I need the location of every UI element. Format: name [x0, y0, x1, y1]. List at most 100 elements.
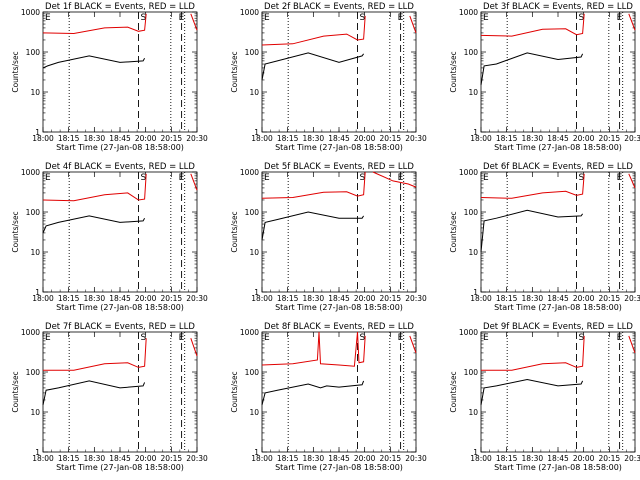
events-series-line [480, 209, 584, 253]
x-tick-label: 18:15 [496, 294, 518, 303]
x-axis-label: Start Time (27-Jan-08 18:58:00) [275, 463, 403, 472]
x-tick-label: 18:15 [58, 134, 80, 143]
y-tick-label: 1 [254, 448, 259, 457]
lld-series-line [409, 335, 417, 354]
saa-end-marker: E [617, 173, 623, 183]
plot-frame [480, 171, 636, 293]
saa-start-marker: S [359, 333, 365, 343]
x-tick-label: 18:15 [277, 134, 299, 143]
x-tick-label: 20:30 [186, 134, 208, 143]
lld-series-line [628, 335, 636, 354]
lld-series-line [190, 338, 198, 357]
x-tick-label: 18:45 [109, 454, 131, 463]
x-tick-label: 20:00 [573, 134, 595, 143]
x-axis-label: Start Time (27-Jan-08 18:58:00) [56, 143, 184, 152]
x-tick-label: 18:30 [522, 454, 544, 463]
events-series-line [42, 380, 146, 406]
plot-frame [42, 11, 198, 133]
x-tick-label: 18:45 [547, 294, 569, 303]
y-tick-label: 10 [249, 88, 259, 97]
x-tick-label: 18:00 [32, 454, 54, 463]
y-axis-label: Counts/sec [11, 371, 20, 412]
chart-panel-8: Det 8f BLACK = Events, RED = LLD 1 10 100 10… [230, 322, 427, 472]
saa-end-marker: E [45, 173, 51, 183]
y-tick-label: 10 [468, 88, 478, 97]
x-axis-label: Start Time (27-Jan-08 18:58:00) [494, 463, 622, 472]
y-axis-label: Counts/sec [11, 211, 20, 252]
x-tick-label: 20:30 [405, 294, 427, 303]
chart-title: Det 2f BLACK = Events, RED = LLD [264, 2, 414, 12]
x-tick-label: 20:30 [405, 134, 427, 143]
y-axis-label: Counts/sec [230, 211, 239, 252]
lld-series-line [261, 331, 366, 367]
y-tick-label: 10 [30, 88, 40, 97]
y-tick-label: 1000 [240, 8, 259, 17]
events-series-line [261, 52, 365, 81]
x-tick-label: 20:30 [405, 454, 427, 463]
y-tick-label: 1 [35, 128, 40, 137]
x-tick-label: 20:30 [186, 294, 208, 303]
x-tick-label: 18:15 [277, 454, 299, 463]
chart-title: Det 3f BLACK = Events, RED = LLD [483, 2, 633, 12]
x-axis-label: Start Time (27-Jan-08 18:58:00) [275, 303, 403, 312]
x-tick-label: 20:15 [161, 294, 183, 303]
x-tick-label: 20:00 [354, 294, 376, 303]
saa-end-marker: E [617, 13, 623, 23]
x-tick-label: 18:15 [496, 134, 518, 143]
y-tick-label: 1 [473, 448, 478, 457]
x-tick-label: 20:00 [354, 454, 376, 463]
y-axis-label: Counts/sec [449, 371, 458, 412]
x-axis-label: Start Time (27-Jan-08 18:58:00) [275, 143, 403, 152]
y-tick-label: 100 [245, 208, 260, 217]
y-tick-label: 1000 [459, 168, 478, 177]
x-tick-label: 20:15 [380, 294, 402, 303]
saa-start-marker: S [359, 173, 365, 183]
x-tick-label: 18:45 [328, 454, 350, 463]
x-tick-label: 18:30 [84, 294, 106, 303]
y-tick-label: 100 [464, 208, 479, 217]
y-axis-label: Counts/sec [11, 51, 20, 92]
x-tick-label: 18:00 [32, 294, 54, 303]
x-tick-label: 18:30 [303, 454, 325, 463]
saa-end-marker: E [398, 173, 404, 183]
x-tick-label: 20:00 [573, 454, 595, 463]
saa-end-marker: E [179, 13, 185, 23]
saa-end-marker: E [483, 13, 489, 23]
chart-title: Det 1f BLACK = Events, RED = LLD [45, 2, 195, 12]
x-tick-label: 20:00 [135, 294, 157, 303]
y-tick-label: 100 [26, 208, 41, 217]
saa-end-marker: E [264, 173, 270, 183]
plot-frame [480, 11, 636, 133]
saa-start-marker: S [578, 13, 584, 23]
x-tick-label: 18:15 [277, 294, 299, 303]
chart-panel-5: Det 5f BLACK = Events, RED = LLD 1 10 100 10… [230, 162, 427, 312]
events-series-line [42, 215, 146, 234]
y-tick-label: 100 [464, 368, 479, 377]
x-tick-label: 20:00 [354, 134, 376, 143]
x-tick-label: 20:30 [624, 294, 640, 303]
saa-start-marker: S [578, 333, 584, 343]
x-tick-label: 18:00 [470, 134, 492, 143]
saa-end-marker: E [617, 333, 623, 343]
x-tick-label: 20:30 [624, 134, 640, 143]
saa-end-marker: E [483, 173, 489, 183]
x-tick-label: 20:15 [599, 134, 621, 143]
saa-end-marker: E [264, 333, 270, 343]
y-tick-label: 1 [473, 128, 478, 137]
lld-series-line [42, 173, 147, 202]
saa-start-marker: S [140, 173, 146, 183]
x-axis-label: Start Time (27-Jan-08 18:58:00) [494, 143, 622, 152]
x-tick-label: 18:30 [522, 294, 544, 303]
x-tick-label: 20:00 [135, 454, 157, 463]
x-tick-label: 18:45 [328, 294, 350, 303]
y-tick-label: 100 [464, 48, 479, 57]
y-axis-label: Counts/sec [230, 51, 239, 92]
events-series-line [480, 378, 584, 406]
y-tick-label: 1000 [21, 168, 40, 177]
saa-end-marker: E [264, 13, 270, 23]
x-tick-label: 20:00 [573, 294, 595, 303]
y-tick-label: 1 [35, 288, 40, 297]
y-axis-label: Counts/sec [230, 371, 239, 412]
x-tick-label: 20:15 [599, 454, 621, 463]
lld-series-line [190, 13, 198, 31]
